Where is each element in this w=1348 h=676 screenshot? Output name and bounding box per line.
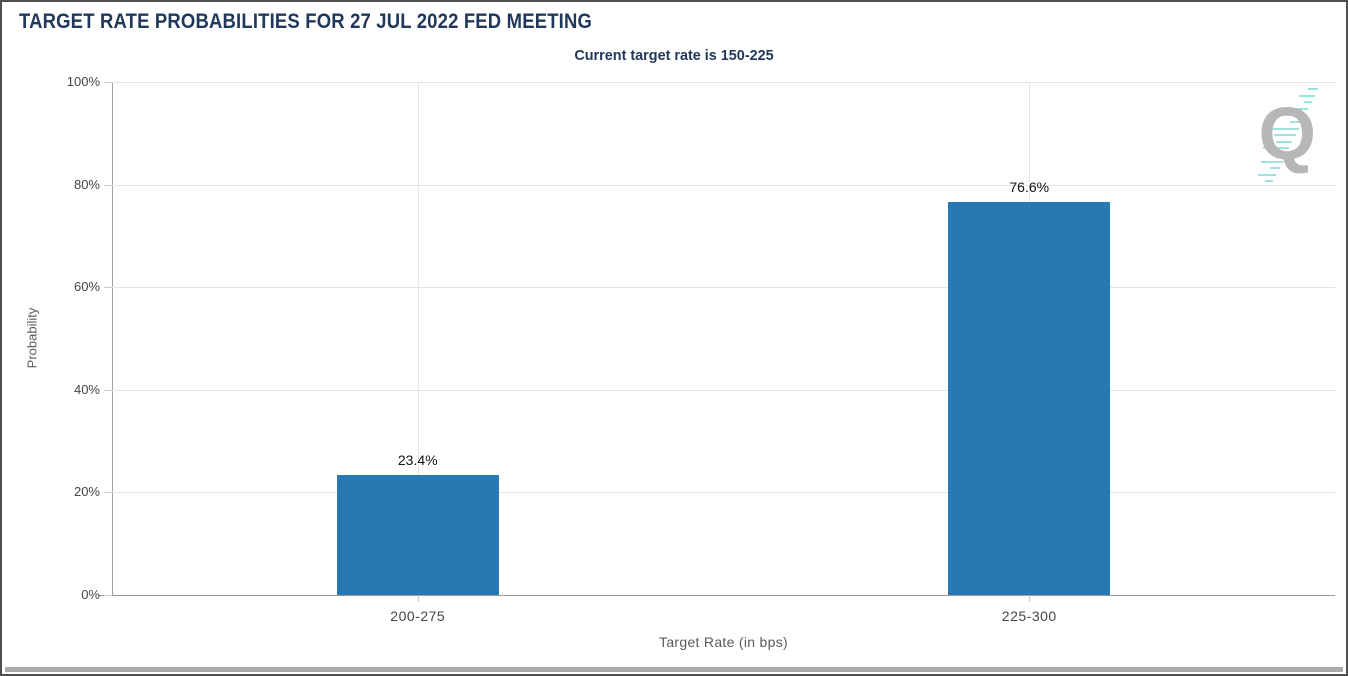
q-logo-letter: Q (1258, 92, 1316, 175)
y-gridline (112, 184, 1335, 186)
bar-value-label: 76.6% (1009, 179, 1050, 196)
logo-dash (1273, 134, 1296, 137)
y-gridline (112, 287, 1335, 289)
y-axis-line (112, 82, 113, 595)
y-gridline (112, 389, 1335, 391)
y-tick-label: 40% (73, 381, 100, 397)
logo-dash (1263, 147, 1290, 150)
x-tick-mark (1029, 595, 1031, 602)
y-tick-label: 60% (73, 279, 100, 295)
y-gridline (112, 82, 1335, 83)
y-tick-label: 0% (81, 587, 100, 602)
logo-dash (1288, 107, 1309, 110)
logo-dash (1272, 154, 1286, 156)
y-tick-mark (104, 389, 112, 391)
x-tick-label: 200-275 (390, 608, 446, 624)
y-tick-mark (104, 184, 112, 186)
y-tick-label: 80% (73, 176, 100, 192)
y-tick-label: 100% (66, 74, 100, 89)
y-tick-label: 20% (73, 484, 100, 500)
bar-value-label: 23.4% (397, 451, 438, 468)
bar-225-300[interactable] (948, 202, 1111, 595)
horizontal-scrollbar[interactable] (5, 667, 1343, 672)
logo-dash (1290, 121, 1302, 123)
y-tick-mark (104, 82, 112, 83)
y-gridline (112, 492, 1335, 494)
bar-200-275[interactable] (336, 474, 499, 595)
chart-subtitle: Current target rate is 150-225 (574, 47, 774, 64)
page-title: TARGET RATE PROBABILITIES FOR 27 JUL 202… (19, 10, 593, 33)
logo-dash (1303, 101, 1312, 104)
quikstrike-logo: Q (1228, 88, 1318, 192)
logo-dash (1270, 127, 1299, 130)
logo-dash (1279, 114, 1306, 117)
y-tick-mark (104, 287, 112, 289)
logo-dash (1276, 140, 1293, 143)
logo-dash (1308, 88, 1318, 90)
plot-area: 0% 20% 40% 60% 80% 100% 23.4% 200-275 76.6% 225-3… (67, 74, 1335, 624)
y-axis-title: Probability (24, 307, 40, 369)
x-tick-label: 225-300 (1001, 608, 1057, 624)
logo-dash (1269, 167, 1280, 170)
logo-dash (1265, 180, 1274, 183)
y-tick-mark (104, 492, 112, 494)
x-tick-mark (417, 595, 419, 602)
x-axis-title: Target Rate (in bps) (659, 634, 788, 650)
logo-dash (1298, 94, 1315, 97)
x-axis-line (98, 595, 1335, 596)
x-gridline (417, 82, 419, 595)
y-tick-mark (104, 595, 112, 596)
logo-dash (1258, 173, 1277, 176)
logo-dash (1260, 160, 1283, 163)
